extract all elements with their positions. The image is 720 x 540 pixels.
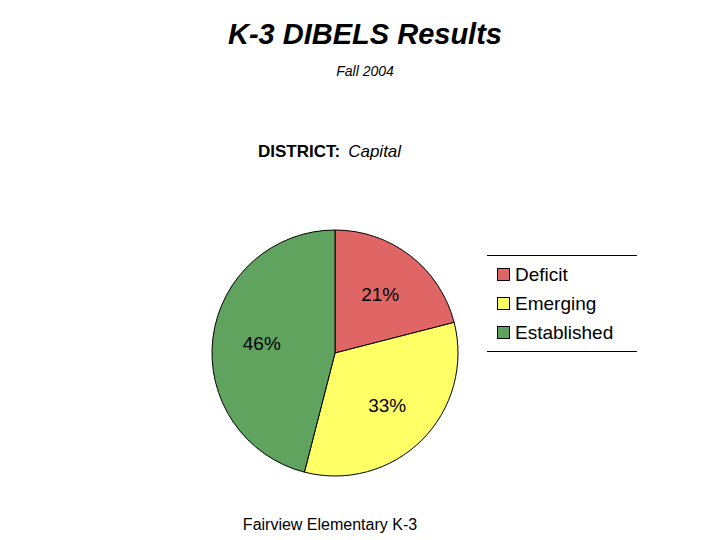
html-text:Fall 2004: Fall 2004 [336,63,394,79]
html-text:Emerging: Emerging [515,292,597,314]
html-text:K-3 DIBELS Results: K-3 DIBELS Results [228,18,502,50]
html-text:Deficit: Deficit [515,263,568,285]
html-text:Established: Established [515,321,614,343]
html-text:Capital: Capital [348,142,402,161]
svg-text:33%: 33% [368,395,406,416]
html-text:Fairview Elementary K-3: Fairview Elementary K-3 [242,516,418,533]
html-text:DISTRICT:: DISTRICT: [258,142,341,161]
svg-text:46%: 46% [243,333,281,354]
svg-text:21%: 21% [361,284,399,305]
